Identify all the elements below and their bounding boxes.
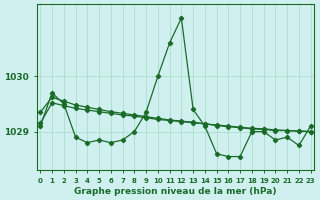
X-axis label: Graphe pression niveau de la mer (hPa): Graphe pression niveau de la mer (hPa) [74, 187, 277, 196]
